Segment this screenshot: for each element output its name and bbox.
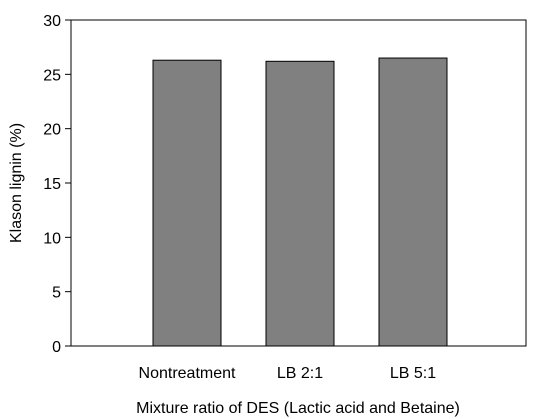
x-axis-title: Mixture ratio of DES (Lactic acid and Be…	[136, 400, 460, 417]
bar-lb-5-1	[378, 57, 448, 347]
y-tick-label: 10	[43, 230, 61, 247]
y-tick-label: 25	[43, 67, 61, 84]
bar-lb-2-1	[265, 60, 335, 347]
y-tick-label: 20	[43, 122, 61, 139]
x-tick-label: LB 5:1	[390, 365, 436, 382]
y-tick-label: 15	[43, 176, 61, 193]
x-tick-label: LB 2:1	[277, 365, 323, 382]
plot-frame	[70, 19, 527, 347]
y-axis-title: Klason lignin (%)	[8, 123, 25, 243]
y-tick-label: 5	[52, 285, 61, 302]
x-tick-label: Nontreatment	[139, 365, 236, 382]
y-tick-label: 30	[43, 13, 61, 30]
bars-group	[152, 57, 448, 347]
y-axis-ticks: 0 5 10 15 20 25 30	[43, 13, 71, 356]
bar-nontreatment	[152, 59, 222, 347]
x-axis-ticks: Nontreatment LB 2:1 LB 5:1	[139, 365, 437, 382]
y-tick-label: 0	[52, 339, 61, 356]
